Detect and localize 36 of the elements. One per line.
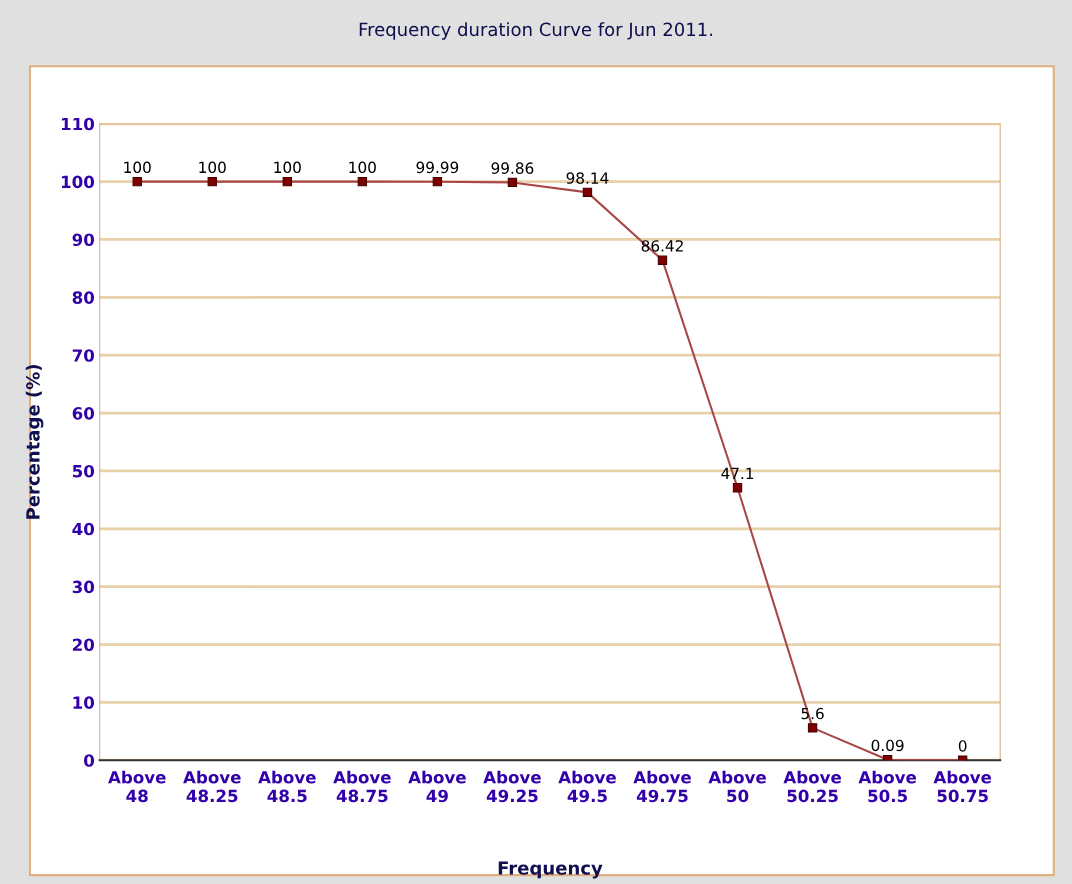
x-tick-label: Above 50.25 [783,770,841,803]
y-axis-title: Percentage (%) [25,365,44,519]
y-tick-label: 110 [61,117,95,131]
y-tick-label: 0 [84,754,95,767]
x-tick-label: Above 50.75 [933,770,992,803]
x-tick-label: Above 50 [708,770,766,803]
y-tick-label: 50 [72,464,95,478]
data-label: 0.09 [871,739,904,752]
x-tick-label: Above 50.5 [858,770,917,803]
x-tick-label: Above 49.25 [483,770,541,803]
x-tick-label: Above 48.5 [258,770,316,803]
y-tick-label: 60 [72,407,95,420]
y-tick-label: 30 [72,580,95,594]
y-tick-label: 70 [72,349,95,362]
data-label: 0 [958,740,967,752]
x-tick-label: Above 48.75 [333,770,391,803]
x-axis-title: Frequency [498,861,603,879]
data-label: 99.86 [491,162,534,174]
x-tick-label: Above 48.25 [183,770,241,803]
y-tick-label: 40 [72,522,95,536]
y-tick-label: 90 [72,233,95,247]
data-label: 100 [199,161,226,174]
x-tick-label: Above 49.75 [633,770,691,803]
y-tick-label: 100 [61,175,95,189]
x-tick-label: Above 48 [108,770,166,803]
data-label: 100 [349,161,376,174]
x-tick-label: Above 49 [408,770,466,803]
data-label: 99.99 [416,161,459,174]
chart-title: Frequency duration Curve for Jun 2011. [359,22,713,40]
y-tick-label: 80 [72,291,95,304]
x-tick-label: Above 49.5 [558,770,616,803]
data-label: 100 [274,161,301,174]
y-tick-label: 10 [73,696,95,709]
data-label: 100 [124,161,151,174]
data-label: 98.14 [566,172,609,184]
y-tick-label: 20 [72,638,95,652]
